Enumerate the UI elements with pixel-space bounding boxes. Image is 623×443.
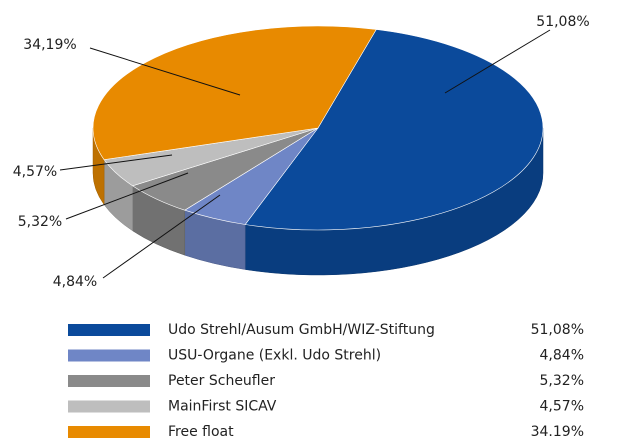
slice <box>244 29 544 231</box>
legend-value: 5,32% <box>540 373 584 389</box>
legend-swatch <box>68 324 150 336</box>
data-label: 4,84% <box>53 274 97 290</box>
data-label: 4,57% <box>13 164 57 180</box>
leader-line <box>102 194 221 279</box>
legend-value: 51,08% <box>531 322 584 338</box>
legend-value: 34.19% <box>531 424 584 440</box>
leader-line <box>65 172 189 220</box>
data-label: 5,32% <box>18 214 62 230</box>
data-label: 51,08% <box>536 14 589 30</box>
leader-line <box>89 47 241 96</box>
data-label: 34,19% <box>23 37 76 53</box>
leader-line <box>444 29 551 94</box>
legend-label: Udo Strehl/Ausum GmbH/WIZ-Stiftung <box>168 322 435 338</box>
legend-label: USU-Organe (Exkl. Udo Strehl) <box>168 348 381 364</box>
leader-line <box>59 154 173 171</box>
legend-label: Free float <box>168 424 234 440</box>
legend-swatch <box>68 375 150 387</box>
legend-swatch <box>68 349 150 362</box>
legend-swatch <box>68 400 150 413</box>
legend-swatch <box>68 426 150 438</box>
legend-value: 4,57% <box>540 399 584 415</box>
legend-label: Peter Scheufler <box>168 373 275 389</box>
legend-value: 4,84% <box>540 348 584 364</box>
legend-label: MainFirst SICAV <box>168 399 277 415</box>
